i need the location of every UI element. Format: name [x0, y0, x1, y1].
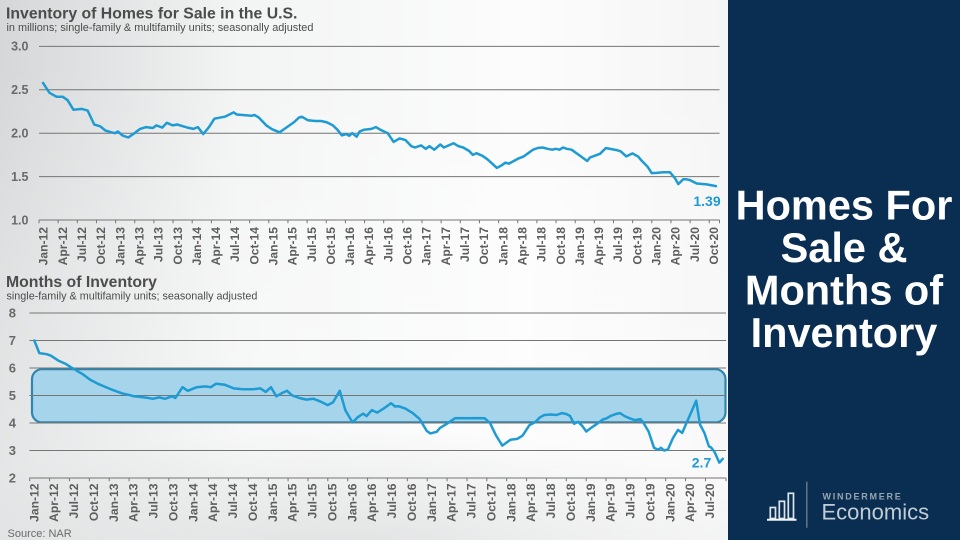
- svg-text:Oct-13: Oct-13: [166, 483, 180, 521]
- svg-text:Oct-14: Oct-14: [247, 227, 261, 265]
- svg-text:Jul-20: Jul-20: [688, 227, 702, 262]
- svg-text:Oct-19: Oct-19: [630, 227, 644, 265]
- svg-text:Jan-14: Jan-14: [190, 227, 204, 266]
- svg-text:Apr-13: Apr-13: [127, 483, 141, 522]
- svg-text:Apr-12: Apr-12: [56, 227, 70, 266]
- svg-text:WINDERMERE: WINDERMERE: [823, 492, 903, 502]
- svg-text:Apr-15: Apr-15: [286, 227, 300, 266]
- svg-text:in millions; single-family & m: in millions; single-family & multifamily…: [7, 22, 314, 34]
- svg-text:1.39: 1.39: [693, 193, 720, 209]
- svg-text:1.5: 1.5: [11, 170, 28, 184]
- svg-text:Months of Inventory: Months of Inventory: [6, 274, 157, 291]
- svg-text:Oct-12: Oct-12: [87, 483, 101, 521]
- svg-text:Jul-15: Jul-15: [306, 483, 320, 518]
- svg-text:Apr-18: Apr-18: [515, 227, 529, 266]
- svg-text:Source: NAR: Source: NAR: [8, 528, 72, 540]
- svg-text:Oct-14: Oct-14: [246, 483, 260, 521]
- svg-text:7: 7: [9, 333, 16, 348]
- svg-text:5: 5: [9, 388, 16, 403]
- svg-text:Apr-16: Apr-16: [365, 483, 379, 522]
- svg-text:Apr-14: Apr-14: [206, 483, 220, 522]
- svg-text:Jan-16: Jan-16: [343, 227, 357, 266]
- svg-text:Jan-20: Jan-20: [663, 483, 677, 522]
- svg-text:6: 6: [9, 361, 16, 376]
- svg-text:Oct-12: Oct-12: [94, 227, 108, 265]
- svg-text:Apr-19: Apr-19: [604, 483, 618, 522]
- svg-text:Jan-20: Jan-20: [650, 227, 664, 266]
- svg-text:Jan-17: Jan-17: [425, 483, 439, 522]
- svg-text:Jan-16: Jan-16: [345, 483, 359, 522]
- svg-text:Jan-13: Jan-13: [113, 227, 127, 266]
- svg-text:Jul-18: Jul-18: [535, 227, 549, 262]
- svg-text:Jul-13: Jul-13: [147, 483, 161, 518]
- svg-text:Jan-12: Jan-12: [27, 483, 41, 522]
- svg-text:Jan-12: Jan-12: [37, 227, 51, 266]
- svg-text:1.0: 1.0: [11, 213, 28, 227]
- svg-text:Oct-17: Oct-17: [484, 483, 498, 521]
- svg-text:3.0: 3.0: [11, 40, 28, 54]
- svg-text:Jul-12: Jul-12: [75, 227, 89, 262]
- svg-text:Apr-20: Apr-20: [669, 227, 683, 266]
- svg-text:Apr-17: Apr-17: [439, 227, 453, 266]
- svg-text:2.7: 2.7: [692, 455, 712, 471]
- svg-text:single-family & multifamily un: single-family & multifamily units; seaso…: [7, 291, 258, 303]
- svg-text:Homes For: Homes For: [736, 181, 953, 228]
- svg-text:2.0: 2.0: [11, 127, 28, 141]
- svg-text:Inventory: Inventory: [751, 309, 938, 356]
- svg-text:Economics: Economics: [822, 500, 930, 525]
- svg-text:Jan-19: Jan-19: [573, 227, 587, 266]
- svg-text:Jan-13: Jan-13: [107, 483, 121, 522]
- svg-text:Jan-15: Jan-15: [267, 227, 281, 266]
- svg-text:8: 8: [9, 306, 16, 321]
- svg-text:Jan-18: Jan-18: [496, 227, 510, 266]
- svg-text:Months of: Months of: [745, 267, 943, 314]
- svg-text:Oct-16: Oct-16: [405, 483, 419, 521]
- svg-text:Jul-16: Jul-16: [385, 483, 399, 518]
- svg-text:Jul-13: Jul-13: [152, 227, 166, 262]
- svg-text:Apr-12: Apr-12: [47, 483, 61, 522]
- svg-text:Jan-15: Jan-15: [266, 483, 280, 522]
- svg-text:Jul-16: Jul-16: [381, 227, 395, 262]
- svg-text:Jul-15: Jul-15: [305, 227, 319, 262]
- svg-text:Apr-17: Apr-17: [445, 483, 459, 522]
- svg-text:Jul-20: Jul-20: [703, 483, 717, 518]
- svg-text:Jul-14: Jul-14: [226, 483, 240, 518]
- svg-text:Jul-12: Jul-12: [67, 483, 81, 518]
- svg-text:2: 2: [9, 471, 16, 486]
- svg-text:Jan-17: Jan-17: [420, 227, 434, 266]
- svg-text:4: 4: [9, 416, 17, 431]
- svg-text:Apr-20: Apr-20: [683, 483, 697, 522]
- svg-text:Apr-14: Apr-14: [209, 227, 223, 266]
- svg-text:Oct-18: Oct-18: [564, 483, 578, 521]
- svg-text:Jan-19: Jan-19: [584, 483, 598, 522]
- svg-text:Oct-20: Oct-20: [707, 227, 721, 265]
- svg-text:Jan-18: Jan-18: [504, 483, 518, 522]
- svg-text:Oct-16: Oct-16: [401, 227, 415, 265]
- svg-text:Apr-15: Apr-15: [286, 483, 300, 522]
- svg-text:Apr-18: Apr-18: [524, 483, 538, 522]
- svg-text:Apr-19: Apr-19: [592, 227, 606, 266]
- svg-text:Jul-17: Jul-17: [465, 483, 479, 518]
- svg-text:Jul-18: Jul-18: [544, 483, 558, 518]
- svg-text:Oct-17: Oct-17: [477, 227, 491, 265]
- svg-text:Sale &: Sale &: [781, 224, 908, 271]
- svg-text:Apr-16: Apr-16: [362, 227, 376, 266]
- svg-text:Oct-19: Oct-19: [643, 483, 657, 521]
- svg-text:Oct-13: Oct-13: [171, 227, 185, 265]
- svg-text:Jul-14: Jul-14: [228, 227, 242, 262]
- svg-text:Jan-14: Jan-14: [186, 483, 200, 522]
- svg-text:Oct-15: Oct-15: [324, 227, 338, 265]
- svg-text:Jul-19: Jul-19: [611, 227, 625, 262]
- svg-text:Oct-15: Oct-15: [325, 483, 339, 521]
- svg-text:Inventory of Homes for Sale in: Inventory of Homes for Sale in the U.S.: [6, 6, 297, 23]
- svg-text:2.5: 2.5: [11, 83, 28, 97]
- svg-text:3: 3: [9, 443, 16, 458]
- svg-text:Oct-18: Oct-18: [554, 227, 568, 265]
- svg-text:Apr-13: Apr-13: [132, 227, 146, 266]
- svg-text:Jul-17: Jul-17: [458, 227, 472, 262]
- svg-text:Jul-19: Jul-19: [624, 483, 638, 518]
